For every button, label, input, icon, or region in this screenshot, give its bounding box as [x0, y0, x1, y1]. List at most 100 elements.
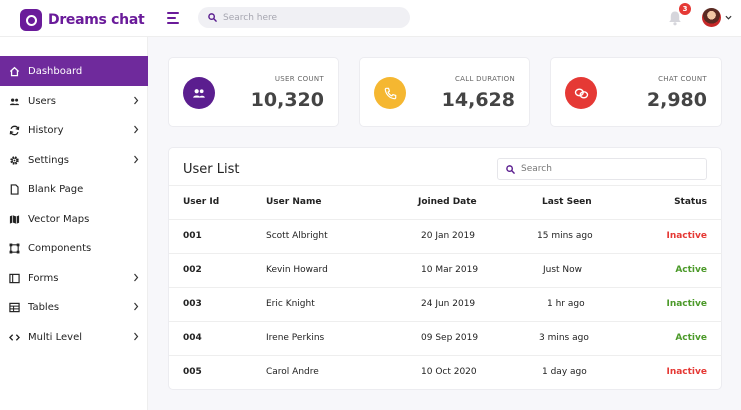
stat-label: CALL DURATION: [454, 75, 515, 83]
users-icon: [9, 97, 20, 105]
cell-last-seen: 1 hr ago: [547, 299, 585, 309]
chevron-down-icon[interactable]: [725, 14, 732, 21]
user-list-search-input[interactable]: [521, 164, 701, 174]
user-avatar[interactable]: [702, 8, 721, 27]
cell-joined-date: 20 Jan 2019: [421, 231, 475, 241]
chevron-right-icon: [134, 125, 139, 134]
status-badge: Inactive: [666, 367, 707, 377]
sidebar-item-label: Vector Maps: [28, 213, 90, 225]
sidebar-item-blank-page[interactable]: Blank Page: [0, 174, 148, 204]
sidebar-item-settings[interactable]: Settings: [0, 145, 148, 175]
gear-icon: [10, 155, 19, 165]
notification-badge: 3: [679, 3, 691, 15]
chat-icon: [565, 77, 597, 109]
cell-user-name: Irene Perkins: [266, 333, 325, 343]
cell-last-seen: 15 mins ago: [537, 231, 593, 241]
chevron-right-icon: [134, 273, 139, 282]
column-header-user-name: User Name: [266, 197, 322, 207]
sidebar: Dashboard Users History Settings Blank P…: [0, 37, 148, 410]
stat-value: 10,320: [250, 89, 324, 111]
sidebar-item-multi-level[interactable]: Multi Level: [0, 322, 148, 352]
search-icon: [506, 164, 515, 174]
cell-user-id: 005: [183, 367, 202, 377]
file-icon: [10, 183, 19, 195]
sidebar-item-label: Components: [28, 242, 92, 254]
sidebar-item-label: Settings: [28, 154, 70, 166]
top-header: Dreams chat 3: [0, 0, 741, 37]
chevron-right-icon: [134, 96, 139, 105]
user-list-search: [497, 158, 707, 180]
logo-icon: [20, 9, 42, 31]
chevron-right-icon: [134, 302, 139, 311]
status-badge: Active: [675, 333, 707, 343]
sidebar-item-components[interactable]: Components: [0, 233, 148, 263]
status-badge: Inactive: [666, 299, 707, 309]
brand-logo[interactable]: Dreams chat: [20, 9, 145, 31]
cell-joined-date: 10 Mar 2019: [421, 265, 479, 275]
cell-last-seen: 1 day ago: [542, 367, 587, 377]
sidebar-item-label: Users: [28, 95, 57, 107]
user-list-card: User List User Id User Name Joined Date …: [168, 147, 722, 390]
divider: [169, 355, 722, 356]
cell-user-name: Eric Knight: [266, 299, 315, 309]
sidebar-item-label: Dashboard: [28, 65, 83, 77]
stat-value: 2,980: [646, 89, 707, 111]
status-badge: Active: [675, 265, 707, 275]
refresh-icon: [9, 125, 20, 135]
divider: [169, 219, 722, 220]
sidebar-item-label: Blank Page: [28, 183, 84, 195]
cell-user-name: Kevin Howard: [266, 265, 328, 275]
status-badge: Inactive: [666, 231, 707, 241]
sidebar-item-label: Multi Level: [28, 331, 83, 343]
sidebar-item-history[interactable]: History: [0, 115, 148, 145]
sidebar-item-label: Forms: [28, 272, 59, 284]
stat-label: CHAT COUNT: [658, 75, 707, 83]
cell-joined-date: 24 Jun 2019: [421, 299, 476, 309]
column-header-joined-date: Joined Date: [418, 197, 477, 207]
cell-joined-date: 09 Sep 2019: [421, 333, 479, 343]
sidebar-item-label: History: [28, 124, 64, 136]
cell-user-id: 004: [183, 333, 202, 343]
divider: [169, 185, 722, 186]
components-icon: [9, 243, 20, 253]
stat-value: 14,628: [441, 89, 515, 111]
user-list-title: User List: [183, 162, 240, 177]
divider: [169, 287, 722, 288]
cell-last-seen: Just Now: [543, 265, 583, 275]
stat-card-chat-count: CHAT COUNT 2,980: [550, 57, 722, 127]
phone-icon: [374, 77, 406, 109]
sidebar-item-forms[interactable]: Forms: [0, 263, 148, 293]
sidebar-item-vector-maps[interactable]: Vector Maps: [0, 204, 148, 234]
column-header-status: Status: [674, 197, 707, 207]
map-icon: [9, 214, 20, 224]
stat-card-user-count: USER COUNT 10,320: [168, 57, 339, 127]
sidebar-item-tables[interactable]: Tables: [0, 292, 148, 322]
chevron-right-icon: [134, 155, 139, 164]
cell-user-name: Scott Albright: [266, 231, 328, 241]
forms-icon: [9, 273, 20, 283]
divider: [169, 253, 722, 254]
table-icon: [9, 302, 20, 312]
bell-icon[interactable]: [668, 10, 682, 26]
cell-joined-date: 10 Oct 2020: [421, 367, 477, 377]
cell-user-id: 003: [183, 299, 202, 309]
sidebar-item-label: Tables: [28, 301, 60, 313]
column-header-last-seen: Last Seen: [542, 197, 592, 207]
users-icon: [183, 77, 215, 109]
cell-last-seen: 3 mins ago: [539, 333, 589, 343]
sidebar-item-users[interactable]: Users: [0, 86, 148, 116]
sidebar-item-dashboard[interactable]: Dashboard: [0, 56, 148, 86]
cell-user-name: Carol Andre: [266, 367, 319, 377]
divider: [169, 321, 722, 322]
cell-user-id: 001: [183, 231, 202, 241]
global-search: [198, 7, 410, 28]
stat-card-call-duration: CALL DURATION 14,628: [359, 57, 530, 127]
global-search-input[interactable]: [223, 12, 393, 23]
chevron-right-icon: [134, 332, 139, 341]
menu-toggle-button[interactable]: [167, 12, 179, 24]
column-header-user-id: User Id: [183, 197, 220, 207]
brand-name: Dreams chat: [48, 12, 145, 28]
cell-user-id: 002: [183, 265, 202, 275]
home-icon: [9, 66, 20, 76]
code-icon: [9, 333, 20, 341]
